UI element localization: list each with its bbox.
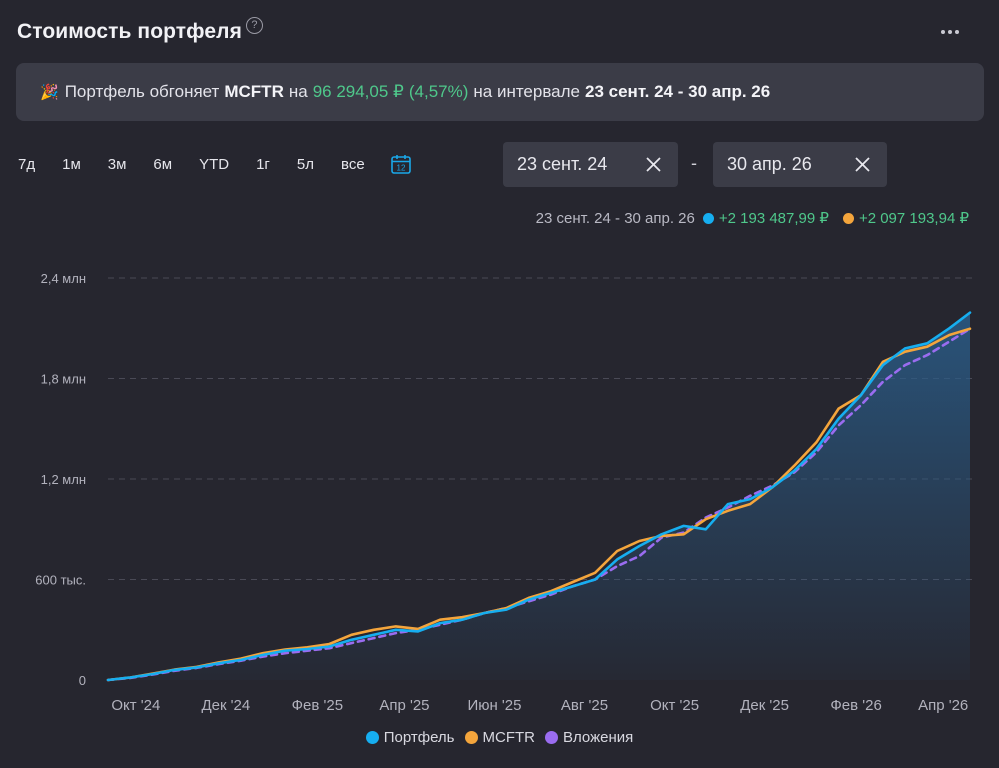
x-tick-label: Авг '25: [561, 697, 608, 714]
legend-dot-icon: [545, 730, 558, 744]
banner-text: на: [288, 82, 308, 101]
legend-label: Портфель: [383, 728, 455, 746]
calendar-icon[interactable]: 12: [390, 153, 412, 175]
clear-date-from-icon[interactable]: [645, 156, 662, 173]
portfolio-chart[interactable]: 0 600 тыс. 1,2 млн 1,8 млн 2,4 млн Окт '24 Де…: [0, 240, 999, 720]
date-from-input[interactable]: [517, 154, 617, 175]
range-button-ytd[interactable]: YTD: [199, 155, 230, 173]
diff-percent: (4,57%): [408, 82, 469, 101]
y-tick-label: 1,2 млн: [41, 472, 86, 487]
x-tick-label: Окт '24: [111, 697, 160, 714]
calendar-day: 12: [396, 164, 405, 173]
legend-item-investments[interactable]: Вложения: [545, 729, 633, 746]
series-line-portfolio: [106, 311, 972, 682]
legend-item-portfolio[interactable]: Портфель: [365, 728, 455, 746]
legend-dot-icon: [365, 730, 379, 744]
range-button-1m[interactable]: 1м: [62, 155, 81, 173]
portfolio-area: [108, 312, 970, 680]
legend-dot-icon: [464, 730, 478, 744]
portfolio-dot-icon: [702, 212, 714, 224]
benchmark-change: +2 097 193,94 ₽: [858, 210, 969, 227]
range-selector: 7д 1м 3м 6м YTD 1г 5л все 12: [18, 147, 412, 181]
y-tick-label: 2,4 млн: [41, 271, 86, 286]
banner-interval: 23 сент. 24 - 30 апр. 26: [585, 82, 771, 101]
x-tick-label: Фев '26: [830, 697, 881, 714]
range-button-5y[interactable]: 5л: [296, 155, 315, 173]
legend-item-benchmark[interactable]: MCFTR: [464, 728, 536, 746]
dot-icon: [948, 30, 952, 34]
date-to-field[interactable]: [713, 142, 887, 187]
chart-header: Стоимость портфеля ?: [17, 14, 979, 50]
date-separator: -: [691, 153, 697, 173]
banner-text: на интервале: [473, 82, 581, 101]
legend-label: MCFTR: [482, 728, 536, 746]
range-button-6m[interactable]: 6м: [153, 155, 173, 173]
period-summary: 23 сент. 24 - 30 апр. 26 +2 193 487,99 ₽…: [535, 209, 969, 228]
dot-icon: [955, 30, 959, 34]
area-layer: [108, 312, 970, 680]
party-icon: 🎉: [40, 84, 59, 101]
x-axis: Окт '24 Дек '24 Фев '25 Апр '25 Июн '25 Авг '…: [111, 697, 968, 714]
diff-value: 96 294,05 ₽: [312, 82, 404, 101]
series-line-mcftr: [106, 327, 972, 682]
clear-date-to-icon[interactable]: [854, 156, 871, 173]
y-tick-label: 1,8 млн: [41, 372, 86, 387]
dot-icon: [941, 30, 945, 34]
comparison-banner: 🎉 Портфель обгоняет MCFTR на 96 294,05 ₽…: [16, 63, 984, 121]
grid: [108, 277, 975, 580]
legend-label: Вложения: [563, 728, 634, 746]
y-tick-label: 0: [79, 673, 86, 688]
date-to-input[interactable]: [727, 154, 827, 175]
x-tick-label: Окт '25: [650, 697, 699, 714]
portfolio-change: +2 193 487,99 ₽: [718, 210, 829, 227]
x-tick-label: Июн '25: [467, 697, 521, 714]
range-button-1y[interactable]: 1г: [256, 155, 270, 173]
range-button-7d[interactable]: 7д: [18, 155, 36, 173]
benchmark-dot-icon: [842, 212, 854, 224]
x-tick-label: Фев '25: [292, 697, 343, 714]
x-tick-label: Апр '26: [918, 697, 968, 714]
x-tick-label: Дек '25: [740, 697, 789, 714]
range-button-3m[interactable]: 3м: [107, 155, 127, 173]
y-axis: 0 600 тыс. 1,2 млн 1,8 млн 2,4 млн: [35, 271, 86, 688]
banner-text: Портфель обгоняет: [64, 82, 220, 101]
y-tick-label: 600 тыс.: [35, 573, 86, 588]
x-tick-label: Апр '25: [379, 697, 429, 714]
x-tick-label: Дек '24: [201, 697, 250, 714]
page-title: Стоимость портфеля: [17, 20, 242, 43]
more-options-button[interactable]: [935, 22, 965, 42]
range-button-all[interactable]: все: [341, 155, 365, 173]
help-icon[interactable]: ?: [245, 16, 263, 34]
summary-interval: 23 сент. 24 - 30 апр. 26: [535, 209, 695, 227]
date-from-field[interactable]: [503, 142, 678, 187]
benchmark-name: MCFTR: [224, 82, 284, 101]
series-layer: [106, 311, 972, 682]
chart-legend: Портфель MCFTR Вложения: [0, 726, 999, 748]
